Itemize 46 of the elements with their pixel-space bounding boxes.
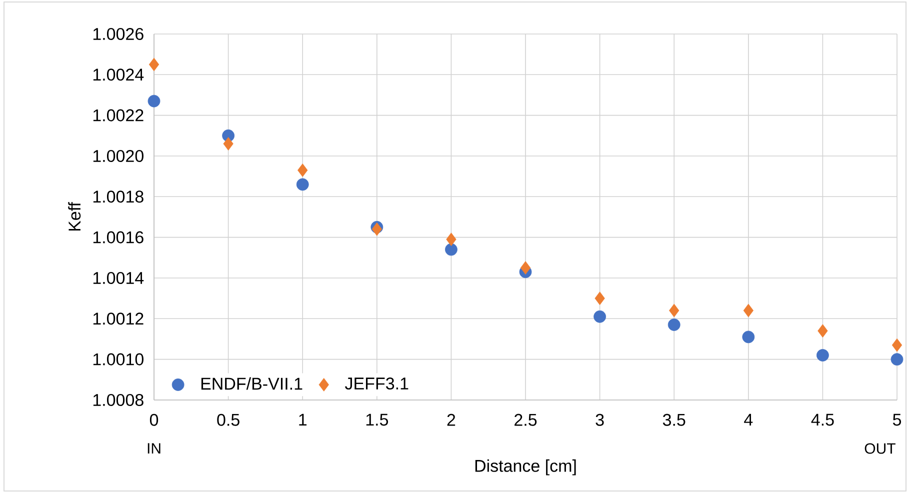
x-tick-label: 3 xyxy=(596,414,604,426)
text: OUT xyxy=(864,443,896,454)
x-axis-title: Distance [cm] xyxy=(475,459,576,476)
point xyxy=(148,94,160,108)
y-tick-label: 1.0024 xyxy=(93,68,144,81)
point xyxy=(892,338,902,352)
point xyxy=(223,137,234,150)
point xyxy=(594,292,605,306)
text: IN xyxy=(148,443,160,454)
y-tick-label: 1.0010 xyxy=(93,353,144,366)
point xyxy=(669,304,680,318)
x-tick-label: 4 xyxy=(744,414,753,426)
y-axis-title: Keff xyxy=(68,202,81,231)
point xyxy=(148,58,160,72)
y-tick-label: 1.0026 xyxy=(93,28,144,40)
y-tick-label: 1.0016 xyxy=(93,231,144,244)
x-tick-label: 2 xyxy=(447,414,456,426)
y-tick-label: 1.0012 xyxy=(93,312,144,325)
point xyxy=(445,243,458,256)
x-tick-label: 1.5 xyxy=(366,414,388,426)
y-tick-label: 1.0018 xyxy=(93,190,144,203)
y-tick-label: 1.0020 xyxy=(93,150,144,162)
point xyxy=(594,310,606,323)
point xyxy=(818,324,828,338)
point xyxy=(668,318,680,331)
x-tick-label: 1 xyxy=(299,414,307,426)
x-tick-label: 0 xyxy=(150,414,158,426)
x-tick-label: 5 xyxy=(892,414,902,426)
point xyxy=(816,349,829,362)
point xyxy=(446,232,456,246)
point xyxy=(296,178,309,191)
point xyxy=(742,330,755,344)
y-tick-label: 1.0008 xyxy=(93,394,144,406)
x-tick-label: 4.5 xyxy=(811,414,834,426)
point xyxy=(298,164,308,177)
x-tick-label: 3.5 xyxy=(662,414,686,426)
point xyxy=(372,222,382,236)
y-tick-label: 1.0014 xyxy=(93,272,144,284)
y-tick-label: 1.0022 xyxy=(93,109,144,122)
x-tick-label: 0.5 xyxy=(217,414,240,426)
legend-label: ENDF/B-VII.1 xyxy=(201,377,302,390)
x-tick-label: 2.5 xyxy=(514,414,537,426)
point xyxy=(520,261,531,275)
point xyxy=(890,353,904,366)
point xyxy=(743,304,754,318)
legend-label: JEFF3.1 xyxy=(345,377,408,390)
